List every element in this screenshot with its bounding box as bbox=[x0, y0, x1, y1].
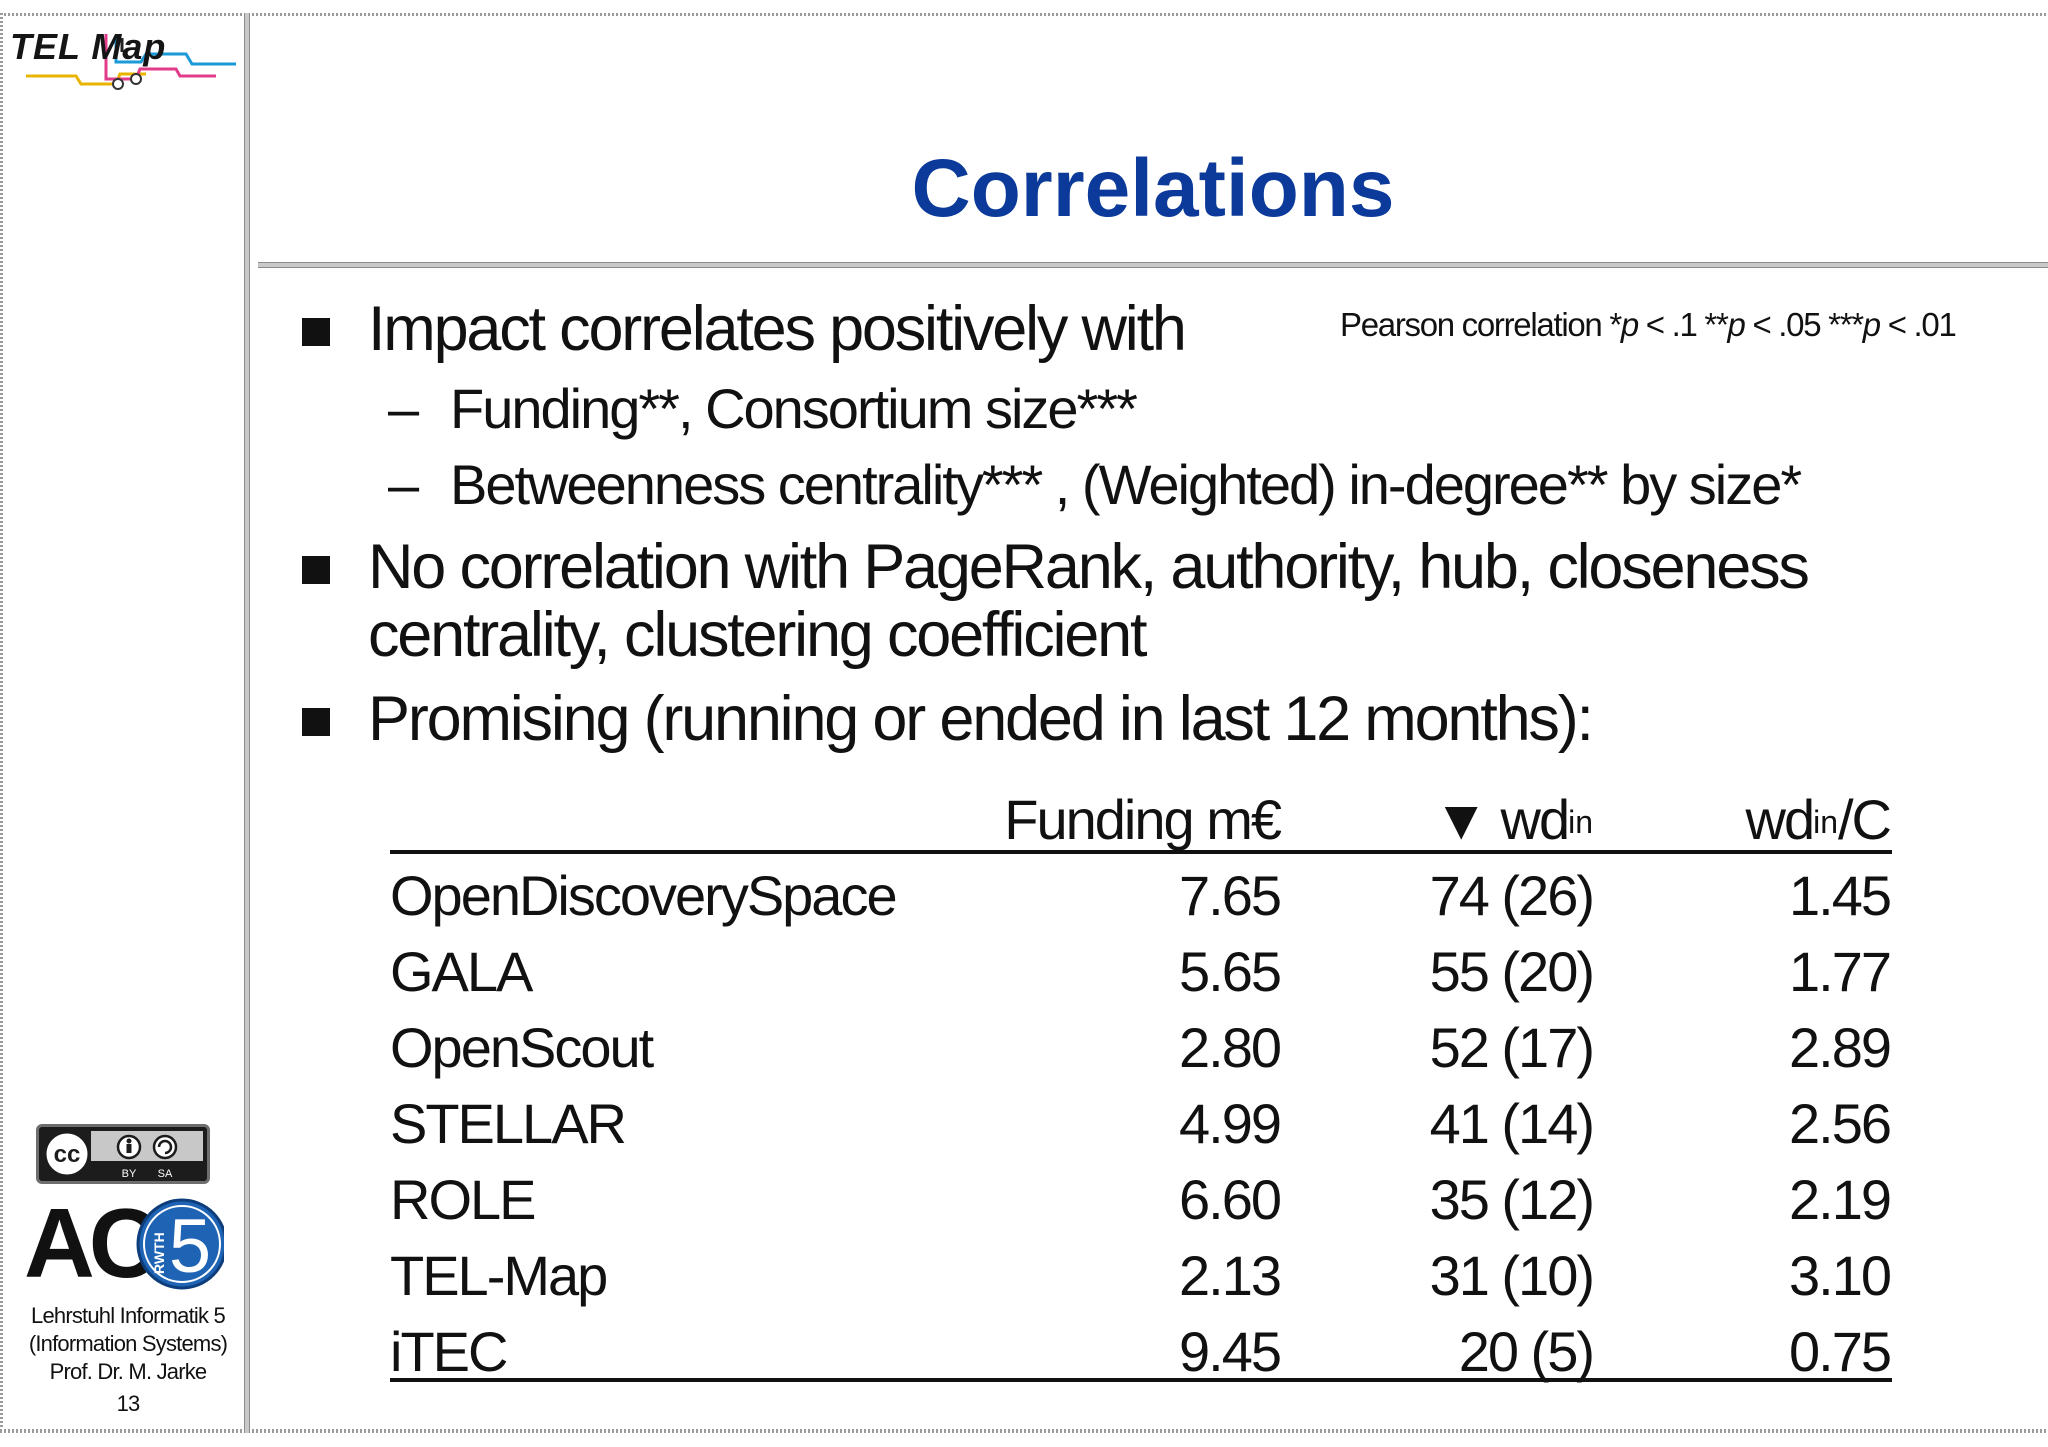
header-wdc-suffix: /C bbox=[1838, 788, 1892, 851]
cell-funding: 7.65 bbox=[1179, 864, 1282, 927]
cell-wd-in: 52 (17) bbox=[1429, 1016, 1595, 1079]
cell-wd-in: 20 (5) bbox=[1458, 1320, 1595, 1383]
subbullet-funding: Funding**, Consortium size*** bbox=[450, 377, 1138, 440]
note-t3: < .01 bbox=[1879, 306, 1957, 343]
note-p3: p bbox=[1862, 306, 1881, 343]
subbullet-betweenness: Betweenness centrality*** , (Weighted) i… bbox=[450, 453, 1802, 516]
cell-wd-in-per-c: 1.77 bbox=[1789, 940, 1892, 1003]
frame-bottom-border bbox=[0, 1429, 2048, 1433]
header-wd-in-per-c: wdin/C bbox=[1745, 788, 1893, 852]
note-prefix: Pearson correlation * bbox=[1340, 306, 1622, 343]
bullet-square-icon bbox=[302, 318, 330, 346]
bullet-no-correlation: No correlation with PageRank, authority,… bbox=[368, 532, 1810, 602]
note-p2: p bbox=[1727, 306, 1746, 343]
rwth-text: RWTH bbox=[151, 1232, 167, 1274]
slide-title: Correlations bbox=[911, 143, 1395, 234]
page-number: 13 bbox=[116, 1391, 141, 1416]
logo-text: TEL Map bbox=[10, 26, 167, 67]
dash-icon: – bbox=[388, 377, 420, 440]
cell-wd-in-per-c: 2.56 bbox=[1789, 1092, 1892, 1155]
cell-project-name: STELLAR bbox=[390, 1092, 627, 1155]
cell-funding: 2.80 bbox=[1179, 1016, 1282, 1079]
cell-funding: 6.60 bbox=[1179, 1168, 1282, 1231]
note-p1: p bbox=[1620, 306, 1639, 343]
ac5-logo: AC 5 RWTH bbox=[24, 1194, 224, 1292]
cc-text: cc bbox=[54, 1141, 81, 1168]
cell-wd-in: 41 (14) bbox=[1429, 1092, 1595, 1155]
ac5-circle-icon: 5 RWTH bbox=[136, 1198, 224, 1290]
cell-funding: 2.13 bbox=[1179, 1244, 1282, 1307]
header-wdc-sup: in bbox=[1813, 804, 1838, 840]
tel-map-logo-lines bbox=[26, 34, 236, 90]
ac5-number: 5 bbox=[169, 1204, 211, 1289]
cell-project-name: iTEC bbox=[390, 1320, 508, 1383]
header-wd-in: ▼ wdin bbox=[1434, 788, 1593, 852]
cell-wd-in-per-c: 2.19 bbox=[1789, 1168, 1892, 1231]
cell-funding: 5.65 bbox=[1179, 940, 1282, 1003]
cell-project-name: GALA bbox=[390, 940, 533, 1003]
cell-wd-in: 31 (10) bbox=[1429, 1244, 1595, 1307]
cc-sa-text: SA bbox=[158, 1168, 173, 1180]
cell-wd-in: 74 (26) bbox=[1429, 864, 1595, 927]
header-wd-prefix: ▼ wd bbox=[1433, 788, 1571, 851]
footer-professor: Prof. Dr. M. Jarke bbox=[49, 1359, 208, 1384]
frame-left-border bbox=[0, 13, 3, 1433]
sidebar-divider bbox=[244, 13, 250, 1433]
note-t1: < .1 ** bbox=[1637, 306, 1729, 343]
note-t2: < .05 *** bbox=[1744, 306, 1864, 343]
cell-wd-in-per-c: 2.89 bbox=[1789, 1016, 1892, 1079]
bullet-square-icon bbox=[302, 708, 330, 736]
cell-wd-in: 35 (12) bbox=[1429, 1168, 1595, 1231]
header-funding: Funding m€ bbox=[1004, 788, 1282, 851]
cell-wd-in-per-c: 0.75 bbox=[1789, 1320, 1892, 1383]
header-wd-sup: in bbox=[1568, 804, 1593, 840]
cell-project-name: TEL-Map bbox=[390, 1244, 608, 1307]
cell-project-name: OpenDiscoverySpace bbox=[390, 864, 898, 927]
bullet-square-icon bbox=[302, 556, 330, 584]
bullet-promising: Promising (running or ended in last 12 m… bbox=[368, 684, 1594, 754]
dash-icon: – bbox=[388, 453, 420, 516]
pearson-note: Pearson correlation *p < .1 **p < .05 **… bbox=[1340, 306, 1957, 344]
cell-wd-in-per-c: 3.10 bbox=[1789, 1244, 1892, 1307]
cell-project-name: OpenScout bbox=[390, 1016, 654, 1079]
footer-chair: Lehrstuhl Informatik 5 bbox=[31, 1303, 226, 1328]
cc-by-sa-badge: cc BY SA bbox=[36, 1124, 210, 1184]
table-bottom-rule bbox=[390, 1378, 1892, 1382]
table-header-rule bbox=[390, 850, 1892, 854]
cc-by-text: BY bbox=[122, 1168, 137, 1180]
footer-dept: (Information Systems) bbox=[28, 1331, 228, 1356]
cc-by-sa-icon: cc BY SA bbox=[43, 1130, 203, 1180]
tel-map-logo: TEL Map bbox=[6, 24, 244, 94]
cell-funding: 9.45 bbox=[1179, 1320, 1282, 1383]
bullet-no-correlation-cont: centrality, clustering coefficient bbox=[368, 600, 1147, 670]
header-wdc-prefix: wd bbox=[1745, 788, 1816, 851]
cell-funding: 4.99 bbox=[1179, 1092, 1282, 1155]
title-divider bbox=[258, 262, 2048, 268]
cell-project-name: ROLE bbox=[390, 1168, 536, 1231]
frame-top-border bbox=[0, 13, 2048, 16]
bullet-impact: Impact correlates positively with bbox=[368, 294, 1187, 364]
cell-wd-in: 55 (20) bbox=[1429, 940, 1595, 1003]
cell-wd-in-per-c: 1.45 bbox=[1789, 864, 1892, 927]
